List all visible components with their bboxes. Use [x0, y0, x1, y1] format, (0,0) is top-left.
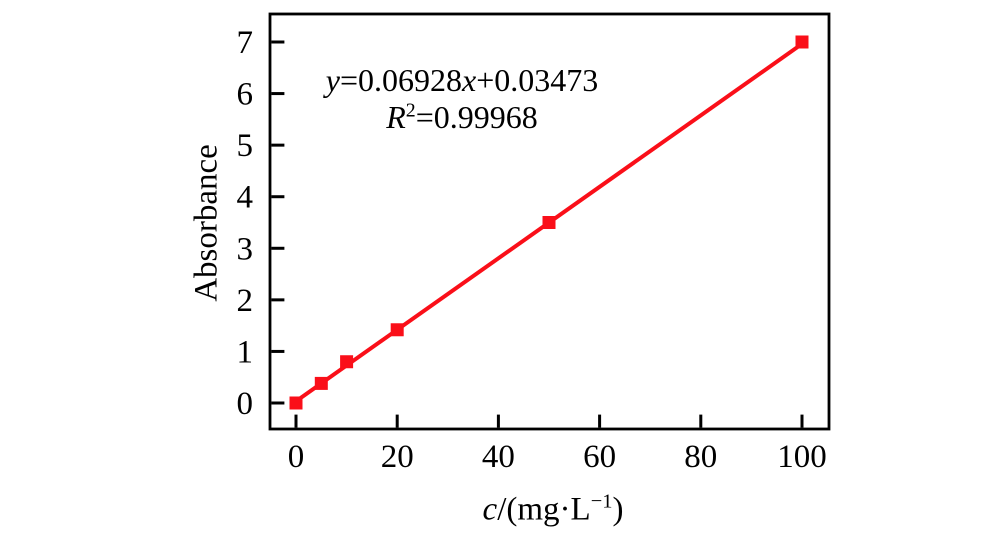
- y-tick-label: 0: [237, 386, 254, 422]
- y-tick-label: 4: [237, 180, 254, 216]
- data-point-marker: [542, 216, 556, 229]
- y-tick-label: 2: [237, 283, 254, 319]
- x-tick-label: 40: [482, 439, 515, 475]
- y-tick-label: 1: [237, 334, 254, 370]
- x-tick-label: 60: [583, 439, 616, 475]
- x-tick-label: 0: [288, 439, 305, 475]
- y-tick-label: 6: [237, 77, 254, 113]
- x-tick-label: 80: [684, 439, 717, 475]
- y-tick-label: 3: [237, 231, 254, 267]
- regression-r-squared: R2=0.99968: [292, 99, 632, 136]
- regression-annotation: y=0.06928x+0.03473 R2=0.99968: [292, 62, 632, 136]
- x-axis-label-variable: c: [482, 491, 498, 528]
- data-point-marker: [340, 355, 354, 369]
- y-tick-label: 7: [237, 25, 254, 61]
- y-axis-label: Absorbance: [188, 144, 225, 302]
- x-tick-label: 20: [381, 439, 414, 475]
- equation-y-variable: y: [325, 62, 340, 98]
- equation-x-variable: x: [462, 62, 477, 98]
- equation-slope-term: =0.06928: [339, 62, 462, 98]
- r-squared-exponent: 2: [405, 99, 416, 122]
- x-axis-label-close: ): [612, 491, 624, 528]
- equation-intercept-term: +0.03473: [476, 62, 599, 98]
- x-tick-label: 100: [777, 439, 827, 475]
- data-point-marker: [795, 35, 809, 49]
- x-axis-label-unit: /(mg·L: [497, 491, 591, 528]
- regression-equation: y=0.06928x+0.03473: [292, 62, 632, 99]
- plot-frame: [268, 12, 831, 431]
- x-axis-label-exponent: −1: [590, 490, 613, 513]
- data-point-marker: [289, 396, 303, 410]
- r-squared-value: =0.99968: [415, 99, 538, 135]
- r-squared-variable: R: [386, 99, 406, 135]
- y-tick-label: 5: [237, 128, 254, 164]
- data-point-marker: [314, 376, 328, 390]
- x-axis-label: c/(mg·L−1): [482, 490, 624, 529]
- data-point-marker: [390, 323, 404, 337]
